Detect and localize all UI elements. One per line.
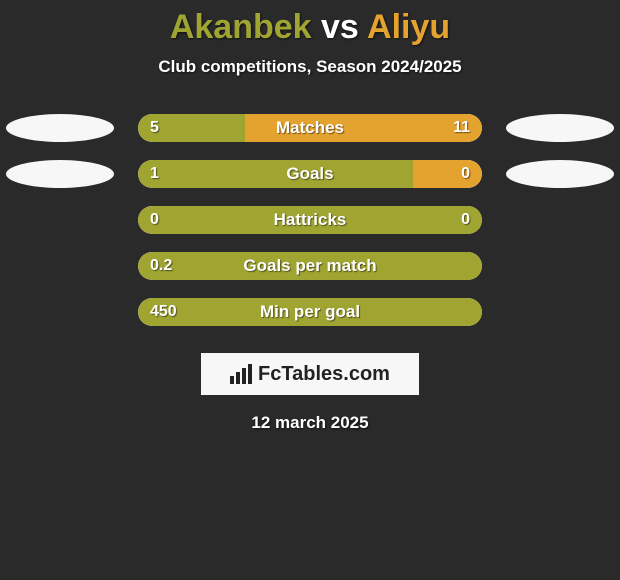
player2-name: Aliyu — [367, 8, 450, 46]
stat-row: 00Hattricks — [0, 197, 620, 243]
logo: FcTables.com — [230, 363, 390, 386]
stat-bar-track: 00Hattricks — [138, 206, 482, 234]
stat-value-left: 5 — [138, 114, 171, 142]
stat-bar-track: 511Matches — [138, 114, 482, 142]
player1-badge — [6, 160, 114, 188]
stat-value-left: 0 — [138, 206, 171, 234]
logo-text: FcTables.com — [258, 363, 390, 386]
player2-badge — [506, 114, 614, 142]
vs-text: vs — [321, 8, 359, 46]
player1-name: Akanbek — [170, 8, 312, 46]
stat-row: 0.2Goals per match — [0, 243, 620, 289]
player1-badge — [6, 114, 114, 142]
stat-value-right: 11 — [441, 114, 482, 142]
stat-row: 450Min per goal — [0, 289, 620, 335]
stat-bar-left-fill — [138, 160, 413, 188]
page-title: Akanbek vs Aliyu — [0, 0, 620, 47]
stat-value-right: 0 — [449, 160, 482, 188]
logo-box[interactable]: FcTables.com — [201, 353, 419, 395]
stat-row: 511Matches — [0, 105, 620, 151]
date-text: 12 march 2025 — [0, 413, 620, 433]
stat-value-right: 0 — [449, 206, 482, 234]
stat-row: 10Goals — [0, 151, 620, 197]
comparison-chart: 511Matches10Goals00Hattricks0.2Goals per… — [0, 105, 620, 335]
bar-chart-icon — [230, 364, 254, 384]
player2-badge — [506, 160, 614, 188]
stat-bar-track: 0.2Goals per match — [138, 252, 482, 280]
stat-value-left: 450 — [138, 298, 189, 326]
stat-value-left: 1 — [138, 160, 171, 188]
stat-bar-track: 450Min per goal — [138, 298, 482, 326]
stat-bar-left-fill — [138, 298, 482, 326]
subtitle: Club competitions, Season 2024/2025 — [0, 57, 620, 77]
stat-bar-left-fill — [138, 206, 482, 234]
stat-bar-left-fill — [138, 252, 482, 280]
stat-value-left: 0.2 — [138, 252, 184, 280]
stat-bar-track: 10Goals — [138, 160, 482, 188]
